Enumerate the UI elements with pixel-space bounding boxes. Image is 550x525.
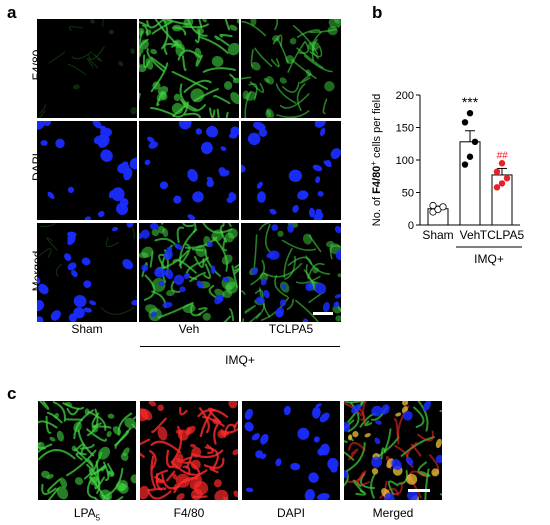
micrograph-f480-tclpa5 <box>241 19 341 118</box>
scale-bar <box>313 312 333 315</box>
imq-group-label: IMQ+ <box>225 353 255 367</box>
significance-marker: ## <box>496 150 508 161</box>
panel-letter-b: b <box>372 3 383 22</box>
scale-bar-c <box>408 489 430 492</box>
micrograph-merged-tclpa5 <box>241 223 341 322</box>
data-point <box>466 153 474 160</box>
micrograph-c-merged <box>344 401 442 500</box>
data-point <box>429 201 437 210</box>
micrograph-c-lpa5 <box>38 401 136 500</box>
data-point <box>461 119 469 126</box>
micrograph-merged-veh <box>139 223 239 322</box>
col-label-sham: Sham <box>71 322 103 336</box>
micrograph-merged-sham <box>37 223 137 322</box>
micrograph-dapi-sham <box>37 121 137 220</box>
micrograph-c-f480 <box>140 401 238 500</box>
x-label-sham: Sham <box>422 228 453 242</box>
col-label-tclpa5: TCLPA5 <box>268 322 314 336</box>
micrograph-f480-sham <box>37 19 137 118</box>
panel-letter-a: a <box>7 3 17 22</box>
micrograph-c-dapi <box>242 401 340 500</box>
label-f480: F4/80 <box>173 506 205 520</box>
data-point <box>493 168 501 175</box>
micrograph-dapi-veh <box>139 121 239 220</box>
label-lpa5: LPA5 <box>73 506 101 523</box>
col-label-veh: Veh <box>178 322 200 336</box>
data-point <box>439 203 447 211</box>
data-point <box>498 180 506 187</box>
data-point <box>498 160 506 167</box>
significance-marker: *** <box>462 94 479 110</box>
panel-letter-c: c <box>7 384 17 403</box>
y-tick-label: 0 <box>408 220 414 232</box>
imq-group-bracket <box>140 346 340 347</box>
bar-chart-f480-cells: 0 50 100 150 200 No. of F4/80+ cells per fiel… <box>369 90 525 266</box>
y-axis-label: No. of F4/80+ cells per field <box>369 94 384 226</box>
y-tick-label: 150 <box>396 123 414 135</box>
x-label-tclpa5: TCLPA5 <box>480 228 525 242</box>
micrograph-dapi-tclpa5 <box>241 121 341 220</box>
micrograph-f480-veh <box>139 19 239 118</box>
data-point <box>461 161 469 168</box>
y-tick-label: 200 <box>396 90 414 102</box>
y-tick-label: 100 <box>396 155 414 167</box>
label-dapi: DAPI <box>276 506 305 520</box>
data-point <box>466 110 474 117</box>
data-point <box>493 184 501 191</box>
imq-label-b: IMQ+ <box>474 252 504 266</box>
data-point <box>471 138 479 145</box>
x-label-veh: Veh <box>460 228 481 242</box>
y-tick-label: 50 <box>402 188 414 200</box>
label-merged: Merged <box>372 506 414 520</box>
data-point <box>503 175 511 182</box>
